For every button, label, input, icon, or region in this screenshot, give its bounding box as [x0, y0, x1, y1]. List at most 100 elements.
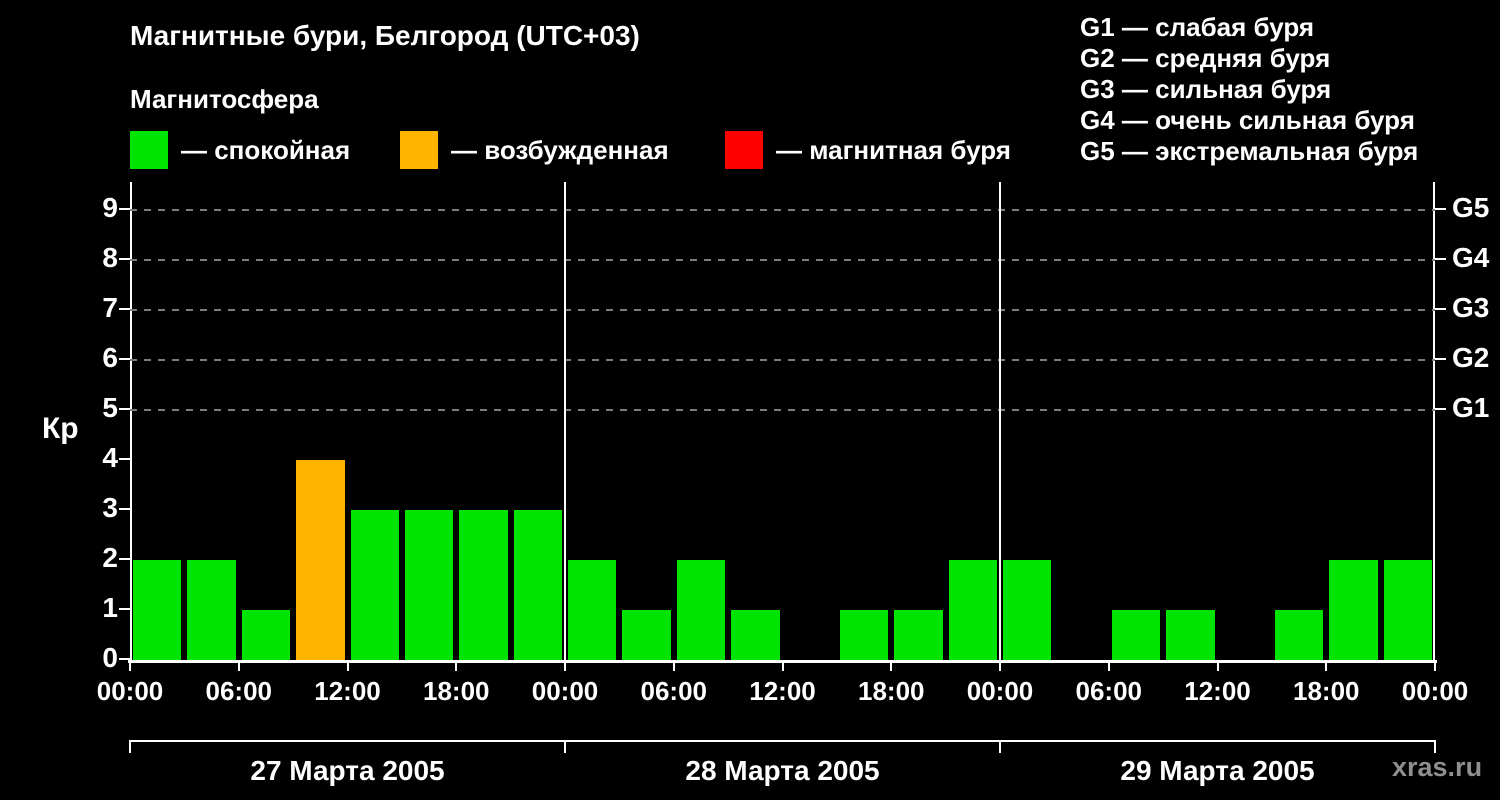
right-axis-tick — [1435, 208, 1446, 210]
kp-bar — [459, 510, 508, 660]
x-axis-tick — [564, 663, 566, 671]
chart-subtitle: Магнитосфера — [130, 84, 319, 114]
x-axis-tick — [346, 663, 349, 671]
date-label: 29 Марта 2005 — [1120, 755, 1315, 786]
x-axis-label: 00:00 — [96, 676, 164, 706]
g-scale-label: G2 — [1452, 342, 1490, 373]
g-scale-label: G3 — [1452, 292, 1490, 323]
kp-bar — [1111, 610, 1161, 660]
g-scale-label: G5 — [1452, 192, 1490, 223]
kp-bar — [731, 610, 780, 660]
y-axis-tick — [119, 408, 130, 410]
g4-legend-line: G4 — очень сильная буря — [1080, 105, 1415, 135]
right-axis-tick — [1435, 258, 1446, 260]
y-axis-tick — [119, 458, 130, 460]
x-axis-tick — [1325, 663, 1328, 671]
kp-bar — [350, 510, 399, 660]
x-axis-label: 06:00 — [1075, 676, 1143, 706]
y-axis-title: Кр — [42, 412, 79, 445]
x-axis-label: 18:00 — [858, 676, 925, 706]
x-axis-tick — [1434, 663, 1436, 671]
g2-legend-line: G2 — средняя буря — [1080, 43, 1331, 73]
kp-bar — [948, 560, 997, 660]
g3-legend-line: G3 — сильная буря — [1080, 74, 1332, 104]
x-axis-tick — [1107, 663, 1110, 671]
date-axis-tick — [129, 740, 131, 753]
y-axis-label: 8 — [102, 242, 118, 273]
g-scale-label: G4 — [1452, 242, 1490, 273]
excited-color-swatch — [400, 131, 438, 169]
kp-bar — [1329, 560, 1378, 660]
y-axis-label: 3 — [102, 492, 118, 523]
g1-legend-line: G1 — слабая буря — [1080, 12, 1315, 42]
x-axis-label: 18:00 — [1293, 676, 1360, 706]
legend-label-excited: — возбужденная — [451, 134, 669, 165]
kp-bar — [404, 510, 454, 660]
date-label: 28 Марта 2005 — [685, 755, 880, 786]
date-axis-tick — [564, 740, 566, 753]
y-axis-tick — [119, 358, 130, 360]
y-axis-tick — [119, 558, 130, 560]
x-axis-label: 00:00 — [966, 676, 1034, 706]
kp-bar — [513, 510, 562, 660]
x-axis-label: 18:00 — [423, 676, 490, 706]
date-axis-line — [130, 740, 1436, 742]
x-axis-tick — [999, 663, 1001, 671]
y-axis-label: 6 — [102, 342, 118, 373]
x-axis-tick — [455, 663, 458, 671]
date-label: 27 Марта 2005 — [250, 755, 445, 786]
y-axis-tick — [119, 608, 130, 610]
legend-item-quiet: — спокойная — [130, 130, 350, 170]
x-axis-label: 12:00 — [749, 676, 816, 706]
legend-label-quiet: — спокойная — [181, 134, 351, 165]
date-axis-tick — [999, 740, 1001, 753]
x-axis-label: 12:00 — [314, 676, 381, 706]
kp-gridline — [130, 309, 1435, 311]
y-axis-label: 0 — [102, 642, 118, 673]
kp-bar — [133, 560, 182, 660]
kp-bar — [676, 560, 726, 660]
g5-legend-line: G5 — экстремальная буря — [1080, 136, 1419, 166]
kp-bar — [1383, 560, 1432, 660]
x-axis-tick — [129, 663, 131, 671]
y-axis-tick — [119, 308, 130, 310]
y-axis-tick — [119, 508, 130, 510]
right-axis-tick — [1435, 358, 1446, 360]
x-axis-tick — [781, 663, 784, 671]
x-axis-tick — [890, 663, 893, 671]
storm-color-swatch — [725, 131, 763, 169]
x-axis-label: 06:00 — [205, 676, 273, 706]
kp-gridline — [130, 209, 1435, 211]
kp-gridline — [130, 259, 1435, 261]
x-axis-tick — [672, 663, 675, 671]
x-axis-label: 06:00 — [640, 676, 708, 706]
kp-bar — [1274, 610, 1324, 660]
day-separator-line — [564, 182, 566, 660]
kp-bar — [622, 610, 671, 660]
y-axis-label: 7 — [102, 292, 118, 323]
x-axis-tick — [1216, 663, 1219, 671]
left-axis-line — [130, 182, 132, 660]
kp-bar — [241, 610, 291, 660]
page-title: Магнитные бури, Белгород (UTC+03) — [130, 20, 640, 51]
quiet-color-swatch — [130, 131, 168, 169]
bottom-axis-line — [128, 660, 1437, 663]
x-axis-label: 00:00 — [1401, 676, 1469, 706]
y-axis-label: 1 — [102, 592, 118, 623]
plot-area — [130, 182, 1435, 660]
x-axis-label: 12:00 — [1184, 676, 1251, 706]
kp-bar — [568, 560, 617, 660]
date-axis-tick — [1434, 740, 1436, 753]
g-scale-label: G1 — [1452, 392, 1490, 423]
kp-bar — [1166, 610, 1215, 660]
y-axis-tick — [119, 208, 130, 210]
y-axis-tick — [119, 258, 130, 260]
x-axis-tick — [237, 663, 240, 671]
kp-gridline — [130, 359, 1435, 361]
y-axis-label: 9 — [102, 192, 118, 223]
kp-bar — [894, 610, 943, 660]
kp-gridline — [130, 409, 1435, 411]
kp-bar — [1003, 560, 1052, 660]
g-scale-legend: G1 — слабая буря G2 — средняя буря G3 — … — [1080, 12, 1418, 167]
